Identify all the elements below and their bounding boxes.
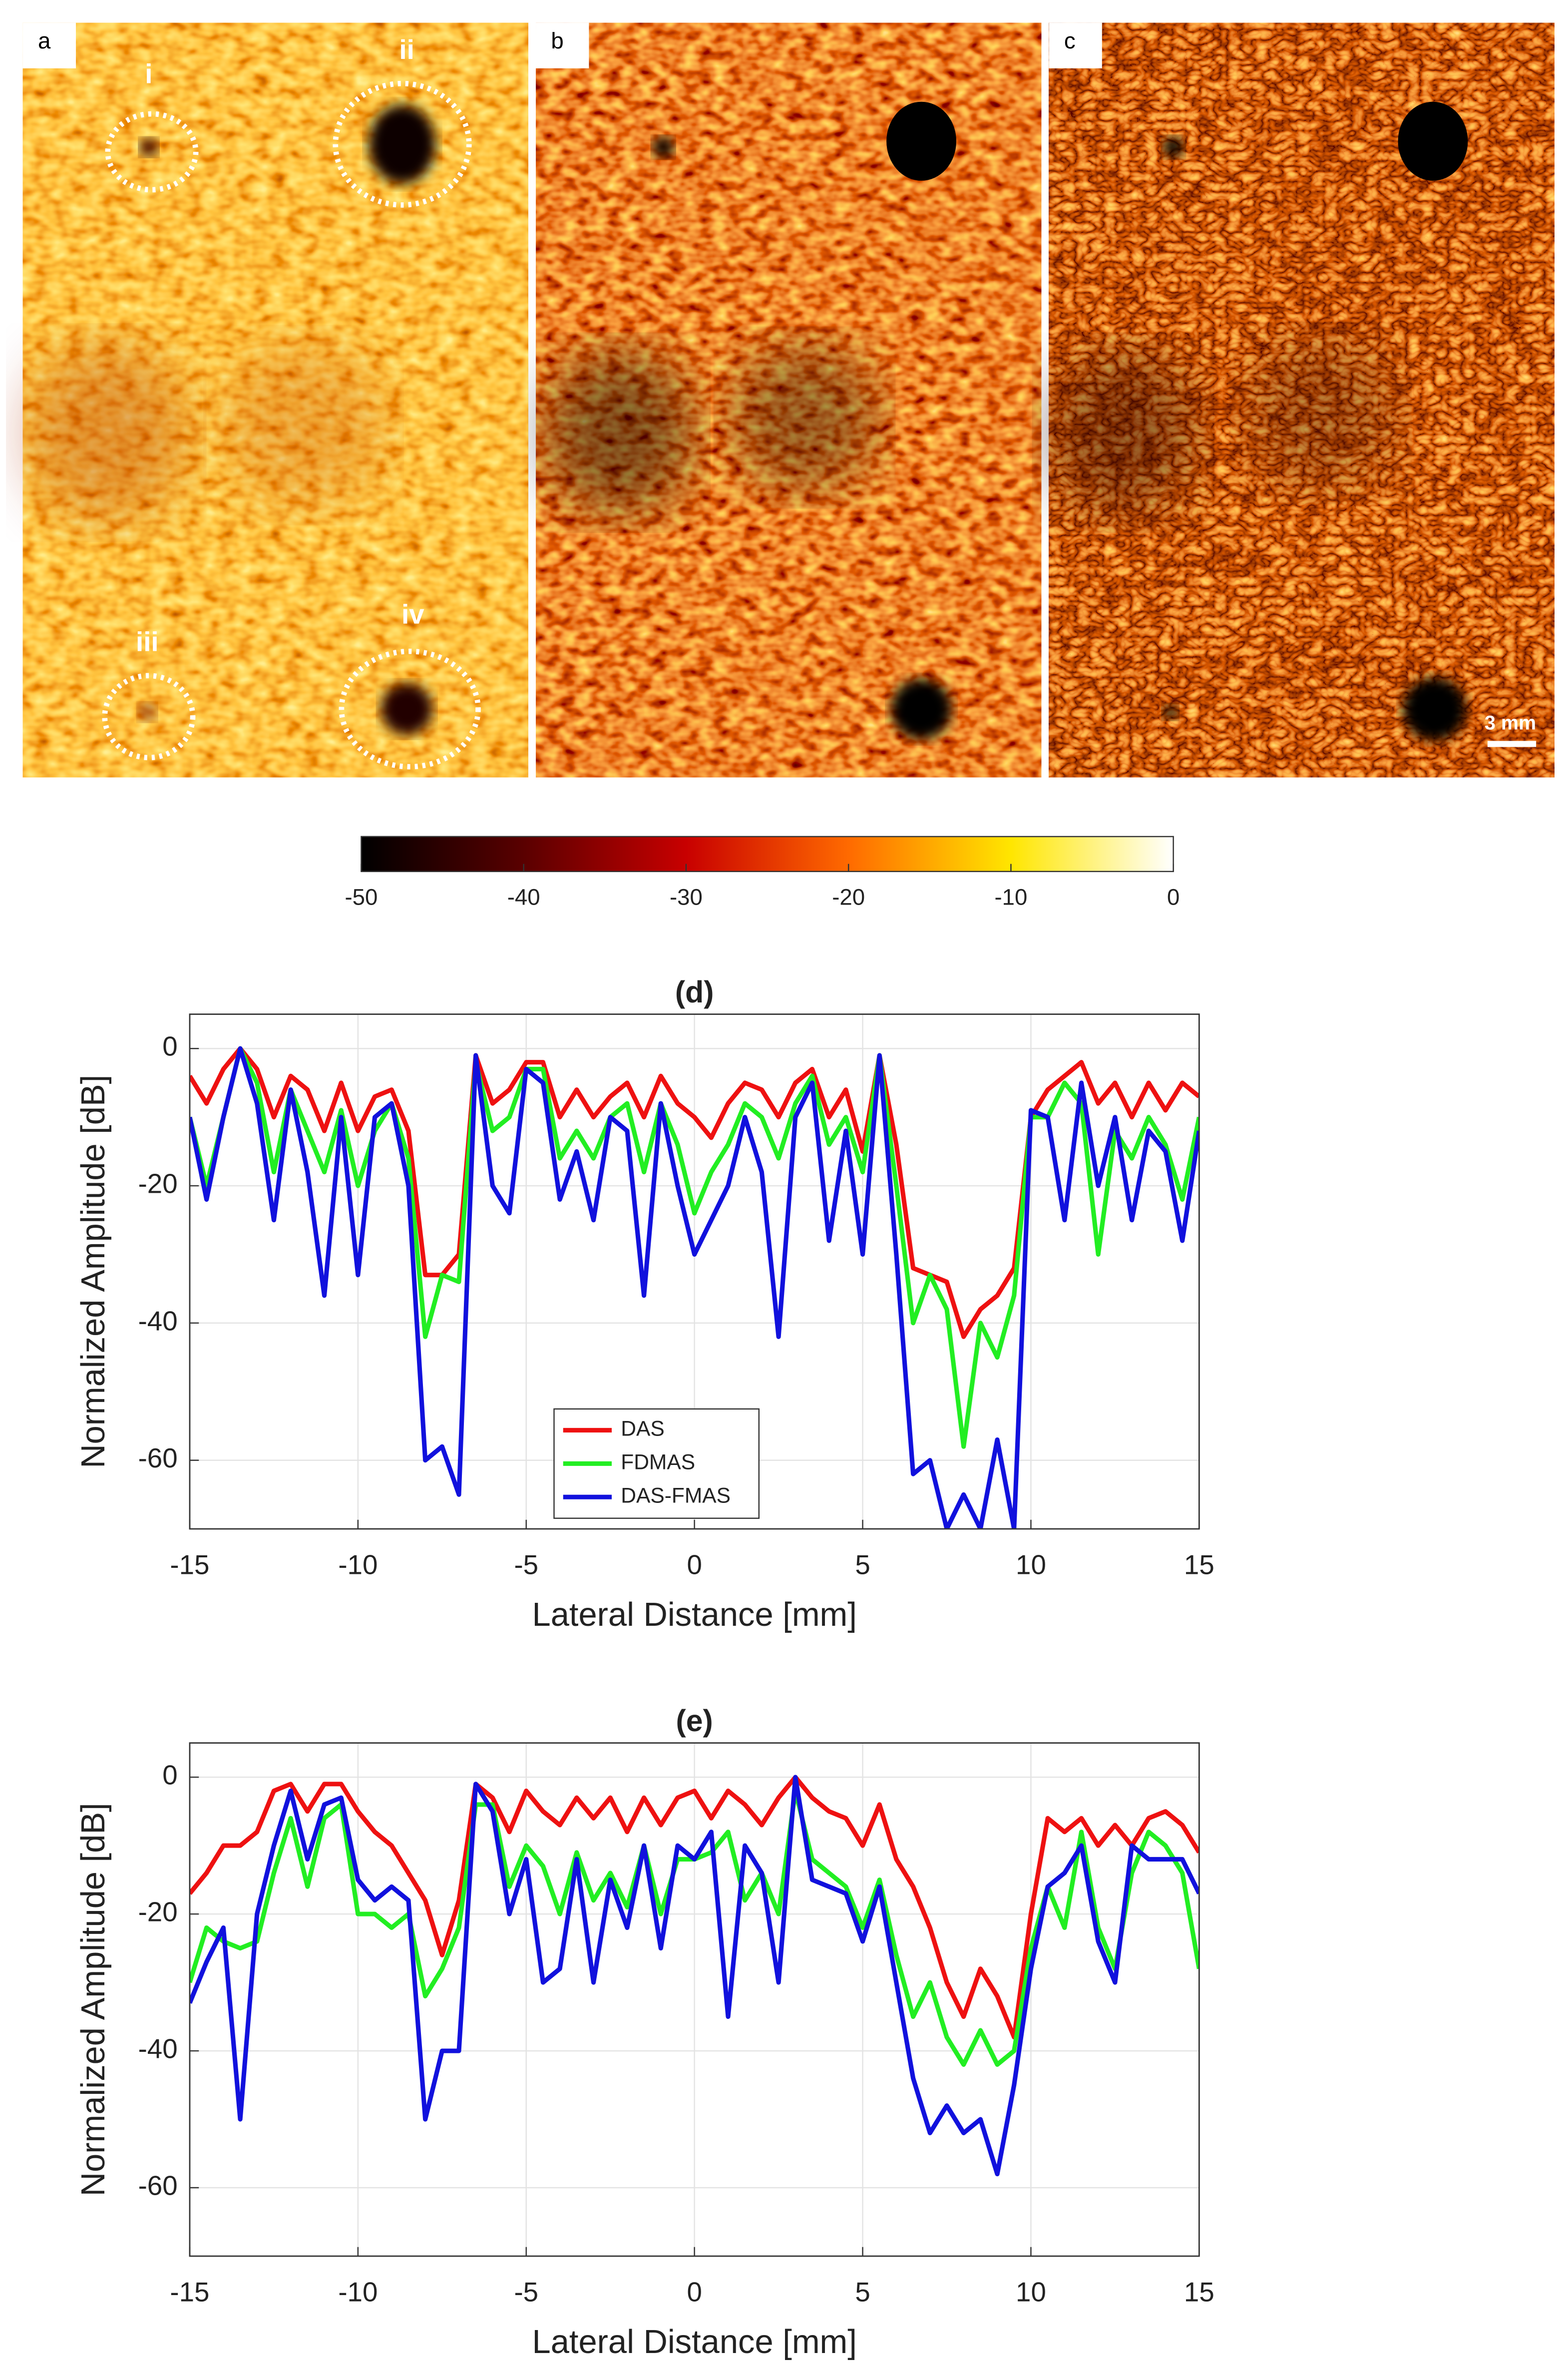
x-tick-label: -15 bbox=[170, 1549, 209, 1580]
cyst bbox=[381, 683, 433, 735]
label-box bbox=[22, 22, 76, 68]
x-tick-label: 10 bbox=[1016, 2276, 1046, 2307]
scalebar bbox=[1487, 741, 1537, 747]
annotation: iv bbox=[401, 599, 424, 630]
cyst bbox=[1163, 704, 1178, 720]
cyst bbox=[138, 703, 157, 721]
y-tick-label: -20 bbox=[138, 1168, 178, 1199]
x-tick-label: 10 bbox=[1016, 1549, 1046, 1580]
label-box bbox=[536, 22, 589, 68]
x-axis-label: Lateral Distance [mm] bbox=[532, 1596, 857, 1633]
y-axis-label: Normalized Amplitude [dB] bbox=[74, 1803, 112, 2196]
colorbar bbox=[361, 836, 1174, 873]
x-tick-label: -10 bbox=[338, 1549, 378, 1580]
inclusion bbox=[22, 341, 190, 524]
cyst bbox=[1402, 677, 1467, 741]
panel-label: c bbox=[1064, 28, 1076, 53]
chart-title: (e) bbox=[676, 1704, 713, 1738]
y-tick-label: -40 bbox=[138, 1305, 178, 1336]
inclusion bbox=[729, 341, 881, 493]
x-tick-label: 5 bbox=[855, 2276, 870, 2307]
y-axis-label: Normalized Amplitude [dB] bbox=[74, 1075, 112, 1468]
cyst bbox=[1163, 136, 1184, 158]
series-line bbox=[189, 1775, 1199, 2040]
line-chart: -15 -10 -5 0 5 10 15 -60 -40 -20 0 (d) Lateral Dista… bbox=[74, 975, 1214, 1633]
x-tick-label: 0 bbox=[687, 2276, 702, 2307]
y-tick-label: 0 bbox=[162, 1760, 177, 1791]
colorbar-tick-label: -10 bbox=[994, 885, 1027, 910]
y-tick-label: -20 bbox=[138, 1897, 178, 1927]
x-tick-label: 15 bbox=[1184, 2276, 1214, 2307]
y-tick-label: -60 bbox=[138, 1442, 178, 1473]
x-tick-label: 0 bbox=[687, 1549, 702, 1580]
panel-a: i ii iii iv a bbox=[22, 22, 528, 778]
dotted-circle bbox=[102, 673, 196, 761]
y-tick-label: -40 bbox=[138, 2033, 178, 2064]
panel-c: 3 mm c bbox=[1047, 22, 1555, 778]
dotted-circle bbox=[333, 80, 472, 208]
x-tick-label: -15 bbox=[170, 2276, 209, 2307]
x-tick-label: -10 bbox=[338, 2276, 378, 2307]
cyst bbox=[891, 678, 952, 740]
axes-box bbox=[189, 1742, 1200, 2257]
cyst bbox=[653, 136, 674, 158]
annotation: iii bbox=[136, 626, 159, 657]
cyst bbox=[139, 138, 158, 157]
colorbar-tick-label: 0 bbox=[1167, 885, 1179, 910]
annotation: ii bbox=[399, 34, 414, 65]
dotted-circle bbox=[339, 648, 481, 770]
colorbar-tick-label: -20 bbox=[832, 885, 865, 910]
colorbar-tick-label: -50 bbox=[345, 885, 378, 910]
panel-b: b bbox=[536, 22, 1042, 778]
series-line bbox=[189, 1046, 1199, 1529]
annotation: i bbox=[145, 58, 152, 89]
legend-label: DAS-FMAS bbox=[621, 1483, 731, 1507]
inclusion bbox=[1047, 349, 1199, 516]
inclusion bbox=[220, 341, 388, 509]
inclusion bbox=[1244, 337, 1397, 489]
panel-label: b bbox=[551, 28, 563, 53]
series-line bbox=[189, 1775, 1199, 2177]
cyst bbox=[1398, 101, 1468, 181]
legend-label: DAS bbox=[621, 1417, 664, 1441]
x-axis-label: Lateral Distance [mm] bbox=[532, 2323, 857, 2361]
chart-title: (d) bbox=[675, 975, 714, 1009]
cyst bbox=[886, 101, 957, 181]
y-tick-label: -60 bbox=[138, 2170, 178, 2201]
x-tick-label: -5 bbox=[514, 2276, 538, 2307]
cyst bbox=[369, 104, 436, 184]
x-tick-label: 15 bbox=[1184, 1549, 1214, 1580]
dotted-circle bbox=[105, 111, 199, 193]
axes-box bbox=[189, 1013, 1200, 1530]
colorbar-tick-label: -40 bbox=[507, 885, 540, 910]
inclusion bbox=[543, 349, 696, 516]
x-tick-label: 5 bbox=[855, 1549, 870, 1580]
line-chart: -15 -10 -5 0 5 10 15 -60 -40 -20 0 (e) Lateral Dista… bbox=[74, 1704, 1214, 2361]
scalebar-label: 3 mm bbox=[1485, 712, 1536, 734]
panel-label: a bbox=[38, 28, 51, 53]
y-tick-label: 0 bbox=[162, 1031, 177, 1062]
x-tick-label: -5 bbox=[514, 1549, 538, 1580]
colorbar-tick-label: -30 bbox=[670, 885, 703, 910]
label-box bbox=[1049, 22, 1102, 68]
legend-label: FDMAS bbox=[621, 1450, 695, 1474]
